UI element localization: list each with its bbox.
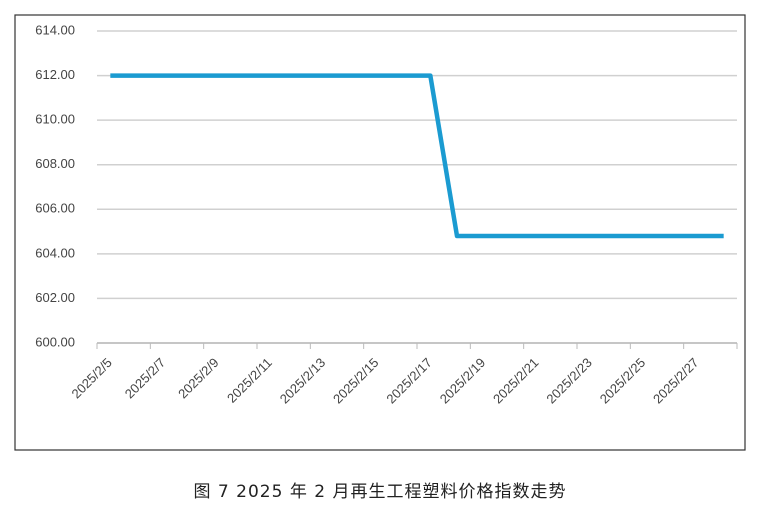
y-tick-label: 602.00 — [35, 290, 75, 305]
x-tick-label: 2025/2/5 — [68, 355, 114, 401]
x-tick-label: 2025/2/17 — [383, 355, 435, 407]
chart-caption: 图 7 2025 年 2 月再生工程塑料价格指数走势 — [194, 482, 567, 502]
y-tick-label: 604.00 — [35, 245, 75, 260]
x-tick-label: 2025/2/21 — [490, 355, 542, 407]
x-tick-label: 2025/2/7 — [122, 355, 168, 401]
y-tick-label: 614.00 — [35, 22, 75, 37]
y-tick-label: 608.00 — [35, 156, 75, 171]
x-tick-label: 2025/2/19 — [437, 355, 489, 407]
x-tick-label: 2025/2/9 — [175, 355, 221, 401]
chart-frame — [14, 14, 746, 451]
x-tick-label: 2025/2/23 — [543, 355, 595, 407]
x-tick-label: 2025/2/11 — [224, 355, 275, 406]
y-tick-label: 606.00 — [35, 201, 75, 216]
x-tick-label: 2025/2/13 — [277, 355, 329, 407]
line-series — [110, 73, 724, 239]
y-tick-label: 600.00 — [35, 334, 75, 349]
y-tick-label: 610.00 — [35, 112, 75, 127]
x-tick-label: 2025/2/15 — [330, 355, 382, 407]
x-tick-label: 2025/2/27 — [650, 355, 702, 407]
x-tick-label: 2025/2/25 — [597, 355, 649, 407]
y-tick-label: 612.00 — [35, 67, 75, 82]
